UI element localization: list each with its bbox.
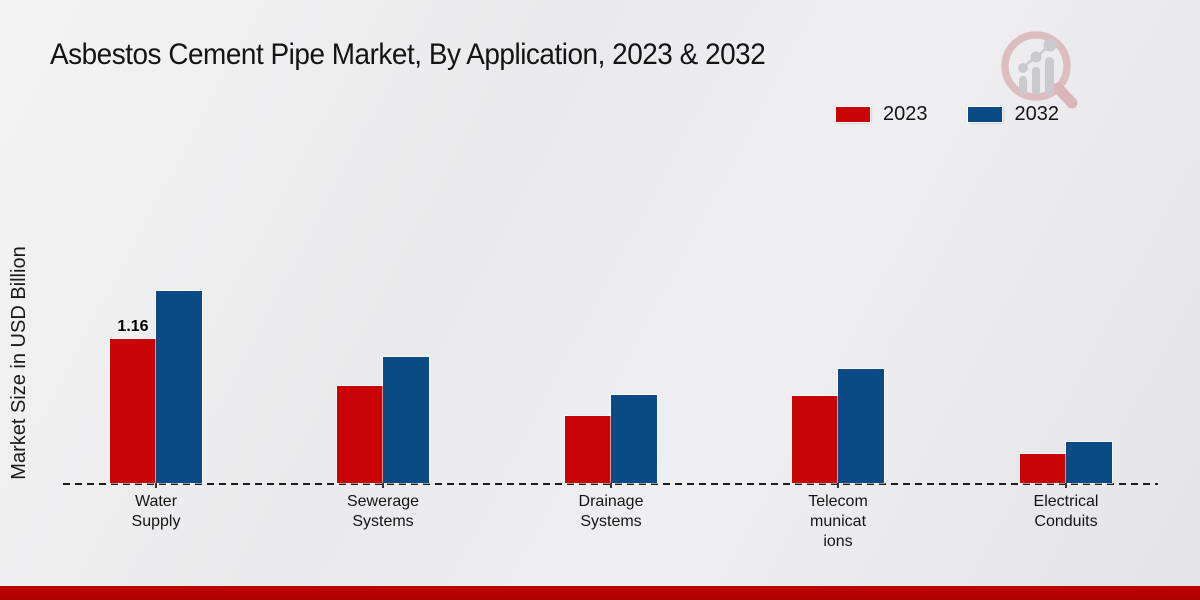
bar-2023-sewerage-systems <box>337 386 383 483</box>
bar-group-water-supply: 1.16 Water Supply <box>110 283 202 530</box>
bar-2032-drainage-systems <box>611 395 657 483</box>
category-label-sewerage-systems: Sewerage Systems <box>346 493 420 530</box>
category-label-water-supply: Water Supply <box>131 493 181 530</box>
growth-bars-icon <box>1018 38 1057 95</box>
x-axis-tick <box>610 483 612 488</box>
category-label-electrical-conduits: Electrical Conduits <box>1033 493 1099 530</box>
legend-item-2032: 2032 <box>967 103 1060 126</box>
legend-label-2023: 2023 <box>883 103 928 125</box>
bar-group-sewerage-systems: Sewerage Systems <box>337 283 429 530</box>
x-axis-tick <box>382 483 384 488</box>
bar-group-electrical-conduits: Electrical Conduits <box>1020 283 1112 530</box>
bar-group-drainage-systems: Drainage Systems <box>565 283 657 530</box>
brand-watermark-logo <box>1001 31 1078 109</box>
legend-item-2023: 2023 <box>836 103 928 126</box>
chart-title: Asbestos Cement Pipe Market, By Applicat… <box>50 38 766 71</box>
x-axis-tick <box>837 483 839 488</box>
bar-2023-telecommunications <box>792 396 838 483</box>
legend-swatch-2032 <box>967 107 1002 122</box>
magnifier-ring-icon <box>1001 31 1071 101</box>
bar-2023-drainage-systems <box>565 416 611 483</box>
footer-bar <box>0 586 1200 600</box>
magnifier-handle-icon <box>1052 82 1078 109</box>
bar-2032-sewerage-systems <box>383 357 429 483</box>
legend: 2023 2032 <box>836 103 1059 126</box>
value-label-water-supply-2023: 1.16 <box>117 318 149 335</box>
legend-swatch-2023 <box>836 107 870 122</box>
bar-2023-water-supply <box>110 339 156 483</box>
x-axis-tick <box>155 483 157 488</box>
x-axis-tick <box>1065 483 1067 488</box>
category-label-drainage-systems: Drainage Systems <box>578 493 644 530</box>
bar-group-telecommunications: Telecom municat ions <box>792 283 884 550</box>
bar-2032-telecommunications <box>838 369 884 483</box>
bar-2032-electrical-conduits <box>1066 442 1112 483</box>
legend-label-2032: 2032 <box>1014 103 1060 125</box>
trend-line-icon <box>1025 48 1046 66</box>
category-label-telecommunications: Telecom municat ions <box>808 493 868 550</box>
bar-2032-water-supply <box>156 291 202 483</box>
bar-2023-electrical-conduits <box>1020 454 1066 483</box>
